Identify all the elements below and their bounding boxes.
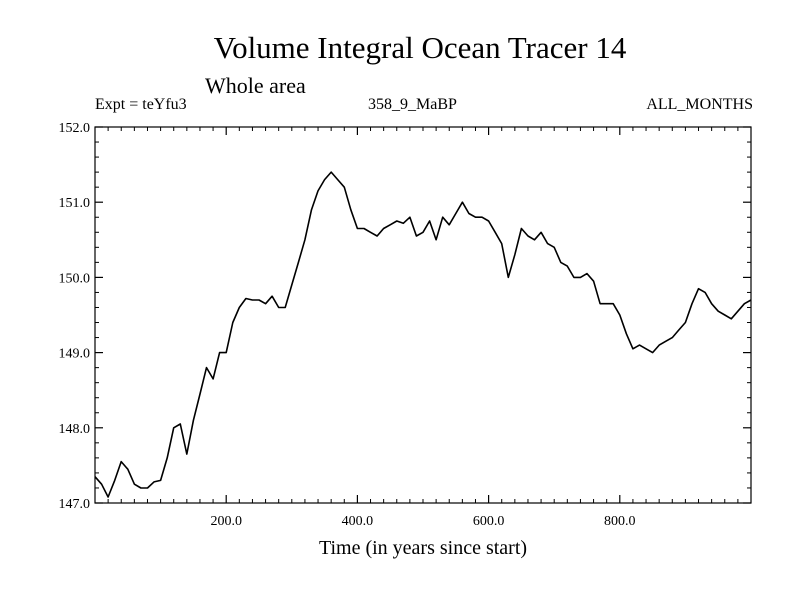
months-label: ALL_MONTHS xyxy=(646,96,753,113)
y-axis: 147.0 148.0 149.0 150.0 151.0 152.0 xyxy=(59,121,751,512)
series-line xyxy=(94,171,752,498)
x-axis-label: Time (in years since start) xyxy=(319,537,527,559)
y-tick-label: 152.0 xyxy=(59,121,91,136)
chart-subtitle: Whole area xyxy=(205,73,306,98)
experiment-label: Expt = teYfu3 xyxy=(95,96,187,113)
x-tick-label: 200.0 xyxy=(210,514,242,529)
x-tick-label: 600.0 xyxy=(473,514,505,529)
y-tick-label: 147.0 xyxy=(59,497,91,512)
x-tick-label: 400.0 xyxy=(342,514,374,529)
minor-ticks xyxy=(95,127,751,503)
x-tick-label: 800.0 xyxy=(604,514,636,529)
y-tick-label: 148.0 xyxy=(59,422,91,437)
y-tick-label: 150.0 xyxy=(59,271,91,286)
plot-frame xyxy=(94,126,752,504)
run-label: 358_9_MaBP xyxy=(368,96,457,113)
chart-title: Volume Integral Ocean Tracer 14 xyxy=(213,30,627,65)
x-axis: 200.0 400.0 600.0 800.0 xyxy=(210,127,636,529)
y-tick-label: 149.0 xyxy=(59,347,91,362)
y-tick-label: 151.0 xyxy=(59,196,91,211)
